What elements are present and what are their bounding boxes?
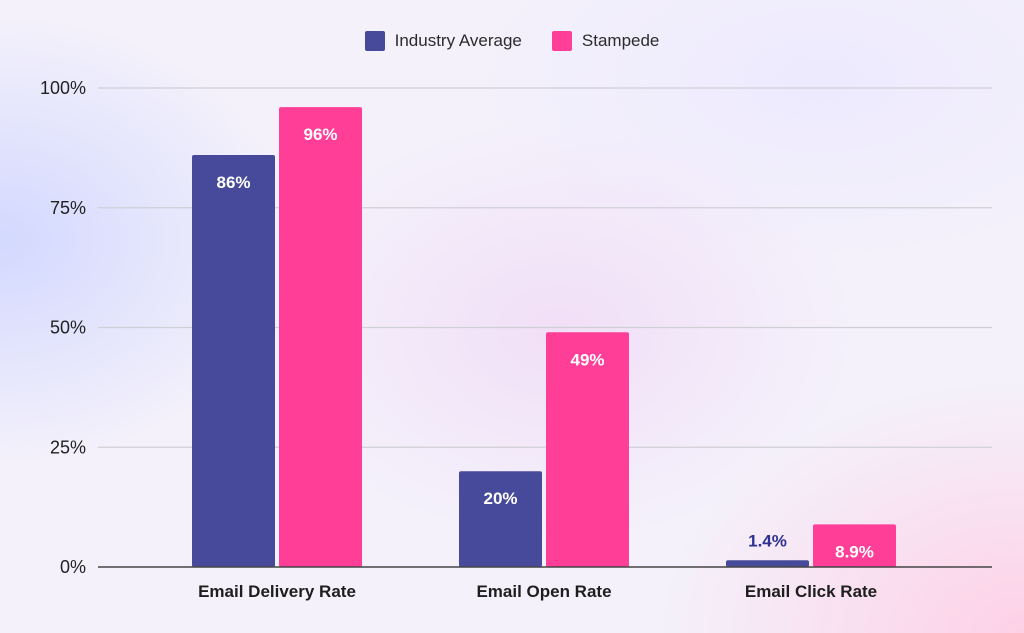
bar-industry-average-1 bbox=[459, 471, 542, 567]
x-category-label-2: Email Click Rate bbox=[745, 582, 877, 601]
bar-industry-average-0 bbox=[192, 155, 275, 567]
legend-label-stampede: Stampede bbox=[581, 31, 660, 50]
data-label-industry-average-1: 20% bbox=[483, 489, 517, 508]
y-tick-label-0: 0% bbox=[60, 557, 86, 577]
bar-stampede-0 bbox=[279, 107, 362, 567]
bar-industry-average-2 bbox=[726, 560, 809, 567]
legend-item-industry-average[interactable]: Industry Average bbox=[364, 31, 522, 51]
legend: Industry Average Stampede bbox=[0, 31, 1024, 51]
bar-stampede-1 bbox=[546, 332, 629, 567]
data-label-industry-average-0: 86% bbox=[216, 173, 250, 192]
legend-label-industry-average: Industry Average bbox=[394, 31, 522, 50]
y-axis-ticks: 0% 25% 50% 75% 100% bbox=[40, 78, 86, 577]
data-label-stampede-0: 96% bbox=[303, 125, 337, 144]
y-tick-label-25: 25% bbox=[50, 437, 86, 457]
legend-swatch-stampede bbox=[551, 31, 572, 51]
data-label-industry-average-2: 1.4% bbox=[748, 531, 787, 550]
y-tick-label-100: 100% bbox=[40, 78, 86, 98]
bars bbox=[192, 107, 896, 567]
data-label-stampede-1: 49% bbox=[570, 350, 604, 369]
data-labels: 86% 96% 20% 49% 1.4% 8.9% bbox=[216, 125, 873, 561]
data-label-stampede-2: 8.9% bbox=[835, 542, 874, 561]
x-category-label-0: Email Delivery Rate bbox=[198, 582, 356, 601]
legend-swatch-industry-average bbox=[364, 31, 385, 51]
y-tick-label-50: 50% bbox=[50, 318, 86, 338]
x-axis-categories: Email Delivery Rate Email Open Rate Email … bbox=[198, 582, 877, 601]
x-category-label-1: Email Open Rate bbox=[476, 582, 611, 601]
bar-stampede-2 bbox=[813, 524, 896, 567]
y-tick-label-75: 75% bbox=[50, 198, 86, 218]
legend-item-stampede[interactable]: Stampede bbox=[551, 31, 660, 51]
